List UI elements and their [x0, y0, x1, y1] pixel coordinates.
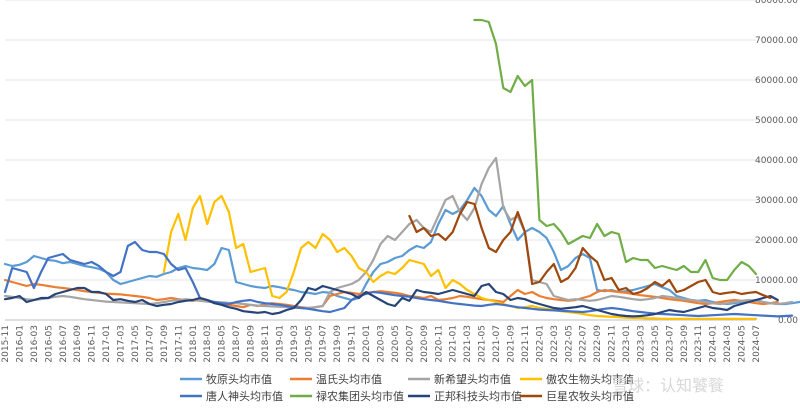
y-tick-label: 60000.00 [755, 76, 798, 86]
series-line [3, 156, 794, 310]
legend-label: 巨星农牧头均市值 [546, 389, 634, 403]
x-tick-label: 2016-09 [73, 325, 83, 363]
x-tick-label: 2017-09 [160, 325, 170, 363]
legend-item: 傲农生物头均市值 [520, 372, 634, 386]
x-tick-label: 2017-01 [102, 325, 112, 363]
series-line [3, 240, 794, 318]
y-tick-label: 80000.00 [755, 0, 798, 6]
x-tick-label: 2018-03 [203, 325, 213, 363]
legend-label: 禄农集团头均市值 [316, 389, 404, 403]
x-tick-label: 2019-05 [304, 325, 314, 363]
x-tick-label: 2016-05 [44, 325, 54, 363]
legend-label: 傲农生物头均市值 [546, 372, 634, 386]
x-tick-label: 2016-01 [15, 325, 25, 363]
x-tick-label: 2018-01 [189, 325, 199, 363]
x-tick-label: 2023-09 [680, 325, 690, 363]
legend-label: 牧原头均市值 [206, 372, 272, 386]
x-tick-label: 2016-07 [59, 325, 69, 363]
x-tick-label: 2018-05 [218, 325, 228, 363]
x-tick-label: 2022-09 [593, 325, 603, 363]
x-tick-label: 2021-03 [463, 325, 473, 363]
x-tick-label: 2015-11 [1, 325, 11, 363]
y-tick-label: 30000.00 [755, 196, 798, 206]
series-lines [3, 18, 800, 320]
x-tick-label: 2021-05 [478, 325, 488, 363]
x-tick-label: 2021-01 [449, 325, 459, 363]
x-tick-label: 2016-11 [88, 325, 98, 363]
series-line [3, 282, 779, 318]
series-line [473, 18, 758, 282]
watermark: 雪球：认知饕餮 [612, 376, 725, 395]
x-axis-ticks: 2015-11 2016-01 2016-03 2016-05 2016-07 2016-… [1, 325, 762, 363]
legend-item: 新希望头均市值 [408, 372, 511, 386]
series-line [3, 186, 800, 306]
x-tick-label: 2024-07 [752, 325, 762, 363]
x-tick-label: 2023-03 [636, 325, 646, 363]
x-tick-label: 2017-03 [117, 325, 127, 363]
x-tick-label: 2020-11 [434, 325, 444, 363]
x-tick-label: 2019-01 [275, 325, 285, 363]
series-line [408, 200, 772, 300]
x-tick-label: 2019-07 [319, 325, 329, 363]
y-axis-ticks: 0.00 10000.00 20000.00 30000.00 40000.00 5000… [755, 0, 798, 326]
x-tick-label: 2024-05 [738, 325, 748, 363]
x-tick-label: 2022-05 [564, 325, 574, 363]
y-tick-label: 50000.00 [755, 116, 798, 126]
legend-item: 禄农集团头均市值 [290, 389, 404, 403]
x-tick-label: 2022-07 [579, 325, 589, 363]
x-tick-label: 2020-01 [362, 325, 372, 363]
x-tick-label: 2020-03 [377, 325, 387, 363]
legend-label: 新希望头均市值 [434, 372, 511, 386]
y-tick-label: 20000.00 [755, 236, 798, 246]
x-tick-label: 2024-01 [709, 325, 719, 363]
x-tick-label: 2020-07 [405, 325, 415, 363]
x-tick-label: 2020-09 [420, 325, 430, 363]
x-tick-label: 2018-11 [261, 325, 271, 363]
x-tick-label: 2021-09 [506, 325, 516, 363]
y-tick-label: 40000.00 [755, 156, 798, 166]
x-tick-label: 2022-03 [550, 325, 560, 363]
x-tick-label: 2020-05 [391, 325, 401, 363]
legend-item: 巨星农牧头均市值 [520, 389, 634, 403]
x-tick-label: 2018-09 [247, 325, 257, 363]
legend-item: 牧原头均市值 [180, 372, 272, 386]
legend-item: 正邦科技头均市值 [408, 389, 522, 403]
y-tick-label: 70000.00 [755, 36, 798, 46]
x-tick-label: 2023-01 [622, 325, 632, 363]
x-tick-label: 2022-01 [535, 325, 545, 363]
x-tick-label: 2021-07 [492, 325, 502, 363]
x-tick-label: 2019-09 [333, 325, 343, 363]
x-tick-label: 2023-05 [651, 325, 661, 363]
x-tick-label: 2017-05 [131, 325, 141, 363]
legend-label: 唐人神头均市值 [206, 389, 283, 403]
x-tick-label: 2019-03 [290, 325, 300, 363]
x-tick-label: 2021-11 [521, 325, 531, 363]
x-tick-label: 2018-07 [232, 325, 242, 363]
series-line [162, 194, 758, 320]
y-tick-label: 10000.00 [755, 276, 798, 286]
x-tick-label: 2022-11 [608, 325, 618, 363]
legend-item: 唐人神头均市值 [180, 389, 283, 403]
x-tick-label: 2024-03 [723, 325, 733, 363]
x-tick-label: 2019-11 [348, 325, 358, 363]
y-tick-label: 0.00 [778, 316, 798, 326]
legend-item: 温氏头均市值 [290, 372, 382, 386]
gridlines [5, 0, 756, 321]
legend-label: 正邦科技头均市值 [434, 389, 522, 403]
x-tick-label: 2023-07 [665, 325, 675, 363]
legend-label: 温氏头均市值 [316, 372, 382, 386]
x-tick-label: 2023-11 [694, 325, 704, 363]
x-tick-label: 2017-07 [145, 325, 155, 363]
series-line [3, 278, 779, 310]
x-tick-label: 2017-11 [174, 325, 184, 363]
x-tick-label: 2016-03 [30, 325, 40, 363]
